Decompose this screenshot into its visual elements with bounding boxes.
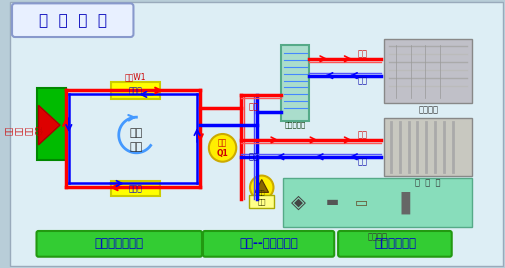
Text: 地暖水管: 地暖水管 xyxy=(418,106,438,115)
Polygon shape xyxy=(255,180,269,192)
FancyBboxPatch shape xyxy=(338,231,451,257)
FancyBboxPatch shape xyxy=(111,81,160,99)
FancyBboxPatch shape xyxy=(10,2,502,266)
FancyBboxPatch shape xyxy=(281,46,309,121)
FancyBboxPatch shape xyxy=(12,3,133,37)
FancyBboxPatch shape xyxy=(384,118,472,176)
Text: 热水分配器: 热水分配器 xyxy=(284,122,306,128)
FancyBboxPatch shape xyxy=(249,195,274,208)
Text: 出水: 出水 xyxy=(249,103,259,112)
Text: ▬: ▬ xyxy=(326,195,339,209)
FancyBboxPatch shape xyxy=(36,231,202,257)
Text: 膚胀阀: 膚胀阀 xyxy=(128,184,142,193)
FancyBboxPatch shape xyxy=(283,177,472,227)
FancyBboxPatch shape xyxy=(36,88,66,160)
Text: 供水: 供水 xyxy=(358,49,368,58)
Text: 空气热交换系统: 空气热交换系统 xyxy=(94,237,143,250)
Text: 水泵: 水泵 xyxy=(259,191,265,196)
FancyBboxPatch shape xyxy=(203,231,334,257)
Text: 回水: 回水 xyxy=(358,76,368,85)
Text: 热量
Q1: 热量 Q1 xyxy=(217,138,228,158)
Text: 回水: 回水 xyxy=(249,152,259,161)
Text: 回水: 回水 xyxy=(358,157,368,166)
Text: 末端应用系统: 末端应用系统 xyxy=(374,237,416,250)
FancyBboxPatch shape xyxy=(111,181,160,196)
Circle shape xyxy=(209,134,236,162)
Circle shape xyxy=(250,176,274,199)
Text: 工  作  原  理: 工 作 原 理 xyxy=(39,13,107,28)
Text: ◈: ◈ xyxy=(290,193,306,212)
Text: 从空
气中
吸热
Q2: 从空 气中 吸热 Q2 xyxy=(5,125,45,135)
Text: 蓄冷
环境: 蓄冷 环境 xyxy=(130,128,143,151)
Text: ▐: ▐ xyxy=(392,191,410,214)
Text: 进水: 进水 xyxy=(358,131,368,139)
Polygon shape xyxy=(38,105,60,145)
Text: 冷媒--水换热系统: 冷媒--水换热系统 xyxy=(239,237,298,250)
Text: 风机盘管: 风机盘管 xyxy=(367,232,387,241)
FancyBboxPatch shape xyxy=(384,39,472,103)
Text: ▭: ▭ xyxy=(355,195,368,209)
Text: 电能W1: 电能W1 xyxy=(125,72,146,81)
Text: 散  热  器: 散 热 器 xyxy=(416,178,441,187)
Text: 水泵: 水泵 xyxy=(258,198,266,204)
Text: 压缩机: 压缩机 xyxy=(128,86,142,95)
